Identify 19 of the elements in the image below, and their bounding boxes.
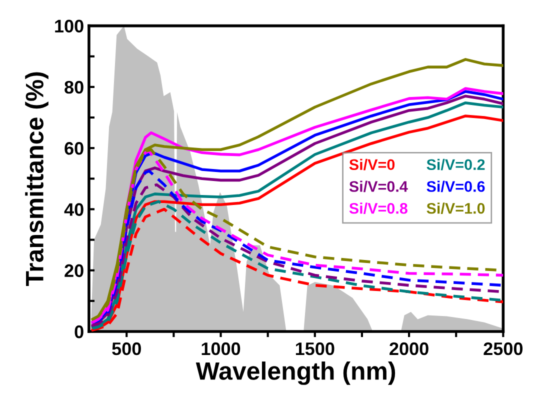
series-label: Si/V=0 [349,158,395,170]
y-tick-label: 40 [64,203,84,216]
y-tick-label: 100 [55,20,84,33]
text: Si/V=0.4 [349,180,408,192]
x-tick-label: 500 [112,342,141,356]
x-tick-label: 1000 [202,342,240,356]
y-axis-title: Transmittance (%) [25,72,48,286]
text: Si/V=0.8 [349,202,408,214]
y-tick-label: 60 [64,142,84,155]
x-axis-title: Wavelength (nm) [196,362,396,385]
text: Si/V=0.6 [426,180,485,192]
x-tick-label: 2500 [484,342,523,356]
x-tick-label: 2000 [390,342,428,356]
y-tick-label: 80 [64,80,84,94]
text: Si/V=1.0 [426,202,485,214]
x-tick-label: 1500 [296,342,334,356]
y-tick-label: 20 [64,264,84,278]
y-tick-label: 0 [74,325,84,338]
text: Si/V=0.2 [426,158,485,170]
